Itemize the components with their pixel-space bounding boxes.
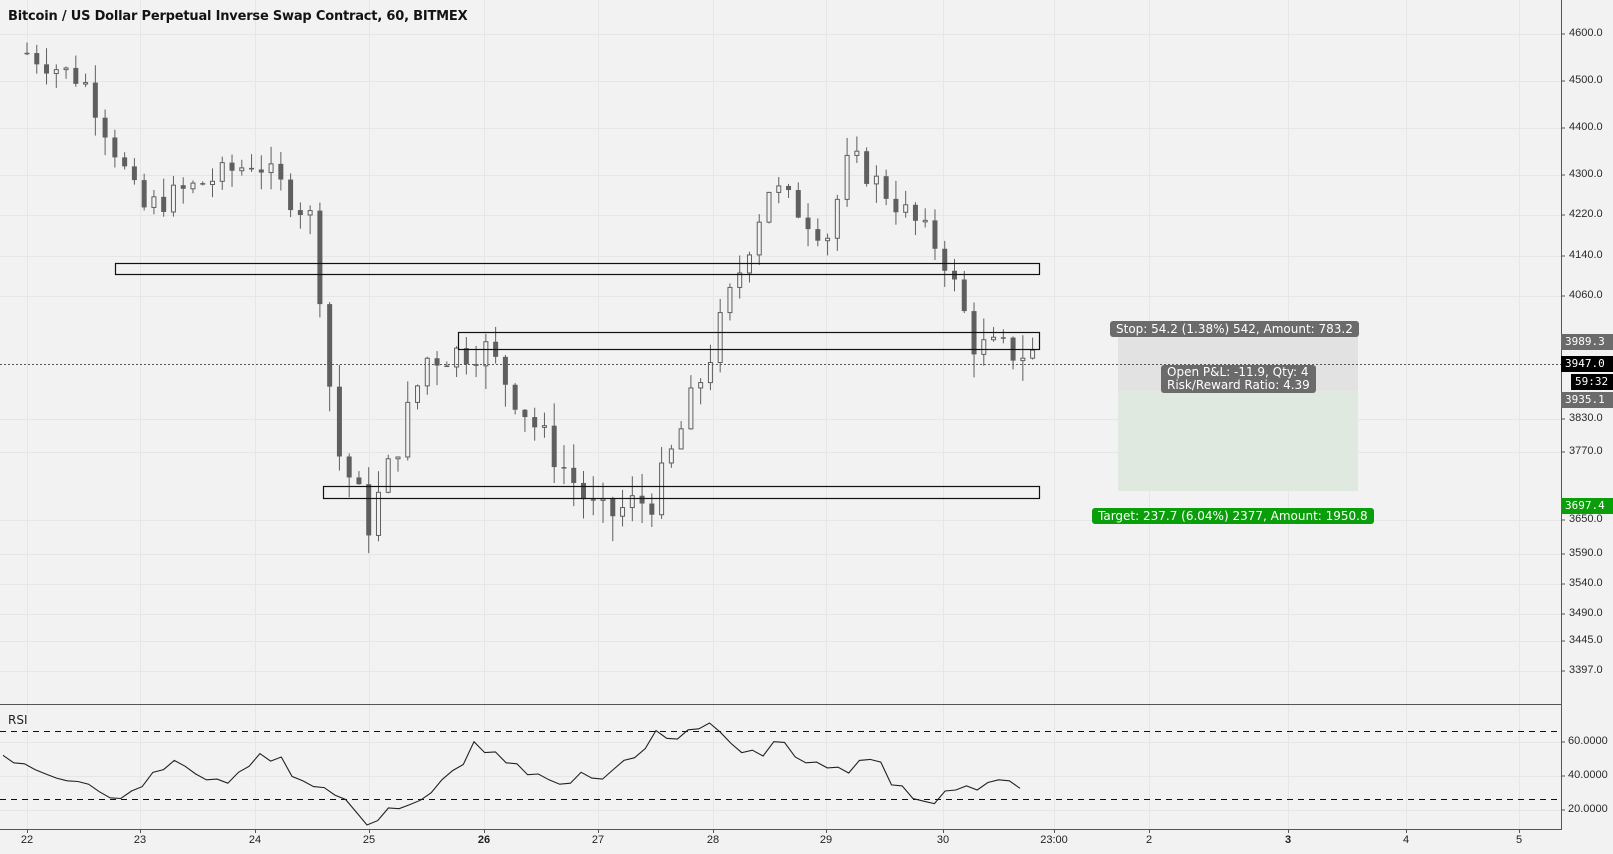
rsi-tick-20: 20.0000 (1568, 803, 1608, 815)
price-tick-label: 3590.0 (1569, 547, 1603, 559)
time-tick-label: 3 (1284, 834, 1292, 846)
open-pnl-text: Open P&L: -11.9, Qty: 4 (1167, 365, 1309, 379)
pnl-box[interactable]: Open P&L: -11.9, Qty: 4 Risk/Reward Rati… (1161, 365, 1316, 393)
time-tick-label: 23 (133, 834, 147, 846)
profit-loss-zones (1118, 332, 1358, 491)
price-tick-label: 3445.0 (1569, 634, 1603, 646)
price-tick-label: 3397.0 (1569, 664, 1603, 676)
entry-price-tag: 3935.1 (1561, 392, 1613, 408)
price-tick-label: 3650.0 (1569, 513, 1603, 525)
rsi-pane (0, 722, 1561, 826)
rsi-tick-60: 60.0000 (1568, 735, 1608, 747)
price-tick-label: 3490.0 (1569, 607, 1603, 619)
sr-zone-box-1[interactable] (114, 262, 1041, 276)
time-tick-label: 24 (248, 834, 262, 846)
stop-label[interactable]: Stop: 54.2 (1.38%) 542, Amount: 783.2 (1110, 321, 1359, 337)
time-tick-label: 30 (936, 834, 950, 846)
rsi-indicator-label[interactable]: RSI (7, 713, 29, 727)
time-tick-label: 22 (20, 834, 34, 846)
price-tick-label: 4300.0 (1569, 168, 1603, 180)
price-tick-label: 4400.0 (1569, 121, 1603, 133)
price-tick-label: 4060.0 (1569, 289, 1603, 301)
support-resistance-boxes[interactable] (114, 262, 1041, 500)
price-tick-label: 4220.0 (1569, 208, 1603, 220)
current-price-tag: 3947.0 (1561, 356, 1613, 372)
time-tick-label: 25 (362, 834, 376, 846)
time-tick-label: 2 (1145, 834, 1153, 846)
time-tick-label: 29 (819, 834, 833, 846)
price-tick-label: 4500.0 (1569, 74, 1603, 86)
time-tick-label: 28 (706, 834, 720, 846)
price-tick-label: 3540.0 (1569, 577, 1603, 589)
price-tick-label: 3770.0 (1569, 445, 1603, 457)
stop-price-tag: 3989.3 (1561, 334, 1613, 350)
risk-reward-text: Risk/Reward Ratio: 4.39 (1167, 378, 1310, 392)
chart-title: Bitcoin / US Dollar Perpetual Inverse Sw… (8, 9, 468, 24)
time-tick-label: 5 (1515, 834, 1523, 846)
time-tick-label: 26 (477, 834, 491, 846)
sr-zone-box-2[interactable] (457, 331, 1041, 351)
target-price-tag: 3697.4 (1561, 498, 1613, 514)
time-tick-label: 4 (1402, 834, 1410, 846)
price-axis-ticks (1561, 33, 1565, 811)
sr-zone-box-3[interactable] (322, 485, 1041, 500)
target-label[interactable]: Target: 237.7 (6.04%) 2377, Amount: 1950… (1092, 508, 1374, 524)
chart-grid (0, 0, 1561, 829)
time-tick-label: 23:00 (1040, 834, 1068, 846)
price-tick-label: 4600.0 (1569, 27, 1603, 39)
time-tick-label: 27 (591, 834, 605, 846)
rsi-tick-40: 40.0000 (1568, 769, 1608, 781)
price-tick-label: 4140.0 (1569, 249, 1603, 261)
bar-countdown: 59:32 (1571, 374, 1613, 390)
price-tick-label: 3830.0 (1569, 412, 1603, 424)
time-axis-ticks (27, 829, 1520, 833)
